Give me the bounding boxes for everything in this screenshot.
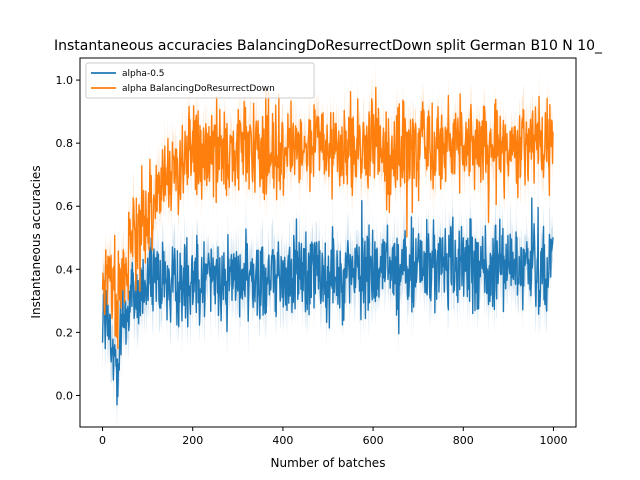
x-tick-label: 400 <box>272 434 293 447</box>
y-tick-label: 0.2 <box>56 326 74 339</box>
legend: alpha-0.5 alpha BalancingDoResurrectDown <box>85 62 315 99</box>
y-axis-ticks: 0.0 0.2 0.4 0.6 0.8 1.0 <box>56 74 80 402</box>
x-axis-ticks: 0 200 400 600 800 1000 <box>99 427 567 447</box>
x-tick-label: 600 <box>363 434 384 447</box>
y-tick-label: 0.4 <box>56 263 74 276</box>
legend-box <box>85 62 315 99</box>
series-line-1 <box>101 86 554 350</box>
x-tick-label: 200 <box>182 434 203 447</box>
legend-label-alpha-balancing: alpha BalancingDoResurrectDown <box>122 84 275 94</box>
y-axis-label: Instantaneous accuracies <box>29 165 43 318</box>
y-tick-label: 0.8 <box>56 137 74 150</box>
chart-title: Instantaneous accuracies BalancingDoResu… <box>54 38 603 54</box>
y-tick-label: 0.0 <box>56 389 74 402</box>
x-tick-label: 0 <box>99 434 106 447</box>
y-tick-label: 1.0 <box>56 74 74 87</box>
plot-area-frame <box>79 57 577 428</box>
x-tick-label: 1000 <box>539 434 567 447</box>
x-axis-label: Number of batches <box>271 456 386 470</box>
series-line-0 <box>101 197 554 406</box>
plot-series-layer <box>101 60 554 427</box>
y-tick-label: 0.6 <box>56 200 74 213</box>
legend-label-alpha-0-5: alpha-0.5 <box>122 69 165 79</box>
x-tick-label: 800 <box>453 434 474 447</box>
